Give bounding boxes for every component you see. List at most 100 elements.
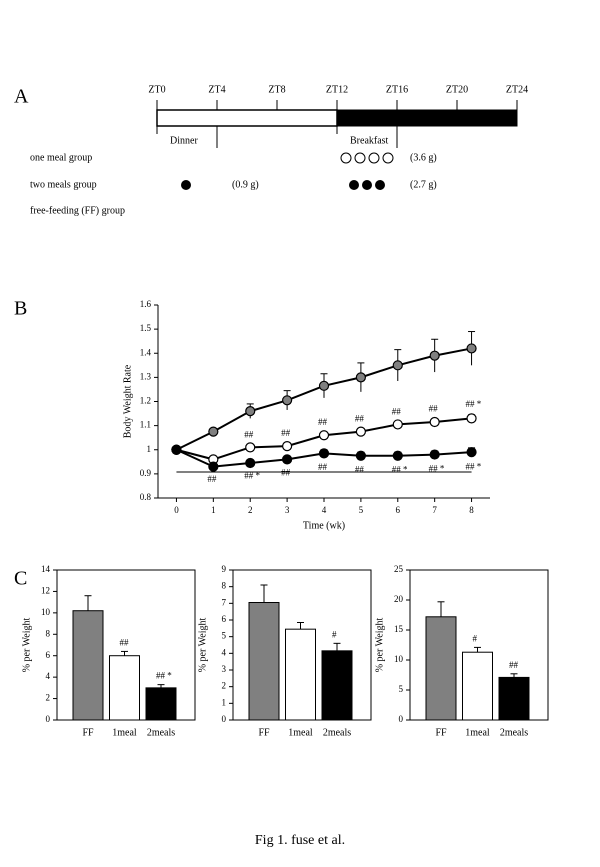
group-label: two meals group	[30, 179, 97, 190]
y-tick-label: 1.6	[140, 299, 152, 309]
x-tick-label: 5	[359, 505, 364, 515]
amount: (3.6 g)	[410, 152, 437, 163]
x-tick-label: 0	[174, 505, 179, 515]
point	[392, 360, 403, 371]
x-tick-label: FF	[258, 727, 270, 738]
bar	[72, 610, 104, 721]
panel-label: C	[14, 568, 27, 590]
y-tick-label: 1.2	[140, 396, 151, 406]
light-phase	[156, 109, 338, 127]
meal	[375, 180, 385, 190]
point	[318, 380, 330, 391]
meal	[181, 180, 191, 190]
y-tick-label: 10	[394, 654, 404, 664]
point	[208, 426, 219, 437]
y-axis-label: Body Weight Rate	[122, 364, 133, 438]
y-tick-label: 9	[222, 564, 227, 574]
significance: #	[473, 633, 478, 643]
meal-label: Breakfast	[350, 135, 389, 146]
x-tick-label: 7	[432, 505, 437, 515]
y-tick-label: 25	[394, 564, 404, 574]
point	[429, 350, 440, 361]
significance: ##	[244, 429, 254, 439]
zt-label: ZT24	[506, 84, 528, 95]
y-tick-label: 1	[147, 444, 152, 454]
y-tick-label: 3	[222, 664, 227, 674]
point	[355, 372, 366, 383]
caption: Fig 1. fuse et al.	[255, 833, 345, 848]
y-tick-label: 1.1	[140, 420, 151, 430]
significance: ## *	[392, 464, 408, 474]
bar	[248, 602, 280, 721]
panel-label: B	[14, 298, 27, 320]
point	[318, 430, 330, 441]
y-tick-label: 2	[46, 693, 51, 703]
y-tick-label: 1.3	[140, 371, 152, 381]
significance: ##	[318, 462, 328, 472]
zt-label: ZT8	[268, 84, 285, 95]
y-tick-label: 0	[222, 714, 227, 724]
significance: ##	[207, 474, 217, 484]
x-axis-label: Time (wk)	[303, 520, 345, 531]
significance: ##	[120, 637, 130, 647]
point	[429, 416, 440, 428]
zt-label: ZT12	[326, 84, 348, 95]
x-tick-label: 2meals	[147, 727, 175, 738]
dark-phase	[336, 109, 518, 127]
x-tick-label: 2	[248, 505, 253, 515]
y-tick-label: 6	[222, 614, 227, 624]
significance: ##	[392, 407, 402, 417]
point	[245, 406, 256, 417]
zt-label: ZT16	[386, 84, 408, 95]
y-tick-label: 10	[41, 607, 51, 617]
meal	[340, 152, 352, 164]
bar	[498, 676, 530, 721]
y-tick-label: 6	[46, 650, 51, 660]
significance: ##	[318, 417, 328, 427]
y-tick-label: 20	[394, 594, 404, 604]
group-label: free-feeding (FF) group	[30, 205, 125, 216]
x-tick-label: FF	[82, 727, 94, 738]
amount: (2.7 g)	[410, 179, 437, 190]
y-tick-label: 14	[41, 564, 51, 574]
x-tick-label: 1	[211, 505, 216, 515]
point	[318, 448, 330, 459]
meal	[362, 180, 372, 190]
point	[208, 461, 219, 472]
point	[429, 449, 440, 460]
panel-label: A	[14, 86, 29, 108]
significance: ## *	[466, 462, 482, 472]
y-tick-label: 5	[222, 631, 227, 641]
y-tick-label: 1	[222, 697, 227, 707]
significance: ##	[281, 467, 291, 477]
point	[355, 450, 366, 461]
bar	[109, 655, 140, 721]
meal	[349, 180, 359, 190]
significance: ##	[509, 660, 519, 670]
significance: ## *	[156, 671, 172, 681]
bar	[462, 651, 493, 721]
meal	[354, 152, 366, 164]
y-axis-label: % per Weight	[21, 618, 32, 673]
significance: #	[332, 629, 337, 639]
x-tick-label: 4	[322, 505, 327, 515]
x-tick-label: 2meals	[500, 727, 528, 738]
significance: ##	[355, 413, 365, 423]
x-tick-label: 2meals	[323, 727, 351, 738]
y-tick-label: 8	[222, 581, 227, 591]
x-tick-label: 8	[469, 505, 474, 515]
x-tick-label: 3	[285, 505, 290, 515]
y-tick-label: 7	[222, 597, 227, 607]
y-tick-label: 0.8	[140, 492, 152, 502]
y-tick-label: 0.9	[140, 468, 152, 478]
zt-label: ZT20	[446, 84, 468, 95]
y-axis-label: % per Weight	[374, 618, 385, 673]
zt-label: ZT0	[148, 84, 165, 95]
point	[355, 426, 366, 437]
significance: ##	[429, 404, 439, 414]
zt-label: ZT4	[208, 84, 225, 95]
meal	[368, 152, 380, 164]
bar	[145, 687, 177, 721]
y-tick-label: 2	[222, 681, 227, 691]
